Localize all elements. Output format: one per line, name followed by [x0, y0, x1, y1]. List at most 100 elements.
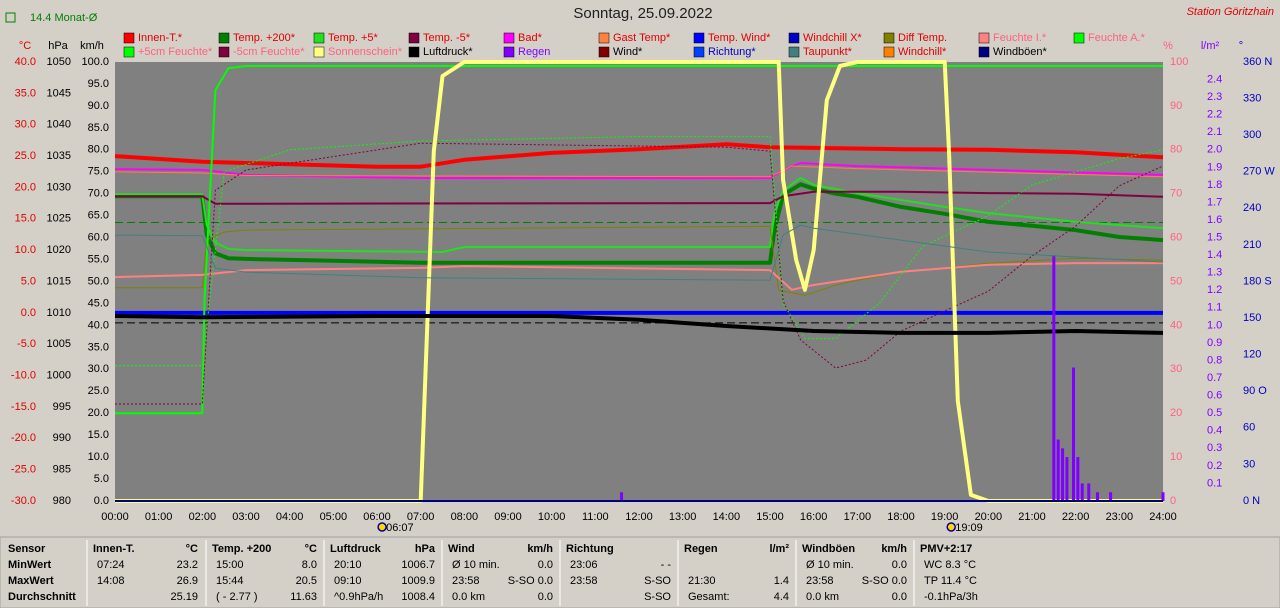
y-tick-label: 65.0 — [88, 210, 109, 222]
axis-unit: ° — [1239, 40, 1243, 52]
legend-label: Temp. Wind* — [708, 32, 771, 44]
summary-value: 0.0 — [892, 591, 907, 603]
y-tick-label: 70.0 — [88, 188, 109, 200]
summary-header: Richtung — [566, 543, 614, 555]
y-tick-label: 10.0 — [15, 244, 36, 256]
series-line — [114, 142, 1164, 169]
x-tick-label: 05:00 — [320, 511, 348, 523]
legend-swatch — [313, 46, 325, 58]
legend-label: Windböen* — [993, 46, 1048, 58]
y-tick-label: 1025 — [47, 213, 71, 225]
y-tick-label: 60 — [1243, 422, 1255, 434]
x-tick-label: 24:00 — [1149, 511, 1177, 523]
y-tick-label: 270 W — [1243, 166, 1275, 178]
summary-cell: -0.1hPa/3h — [924, 591, 978, 603]
summary-value: S-SO — [644, 591, 671, 603]
y-tick-label: 0.6 — [1207, 390, 1222, 402]
y-tick-label: 1.5 — [1207, 232, 1222, 244]
series-line — [114, 314, 1164, 335]
y-tick-label: 1.4 — [1207, 249, 1222, 261]
y-tick-label: 20.0 — [88, 407, 109, 419]
y-tick-label: 0.8 — [1207, 354, 1222, 366]
summary-header: Luftdruck — [330, 543, 382, 555]
summary-value: - - — [661, 559, 672, 571]
legend-swatch — [408, 46, 420, 58]
x-tick-label: 19:00 — [931, 511, 959, 523]
summary-cell: 21:30 — [688, 575, 716, 587]
y-tick-label: 15.0 — [15, 213, 36, 225]
y-tick-label: 0.2 — [1207, 460, 1222, 472]
y-tick-label: 30.0 — [15, 119, 36, 131]
x-tick-label: 01:00 — [145, 511, 173, 523]
legend-label: Temp. -5* — [423, 32, 471, 44]
y-tick-label: 5.0 — [21, 275, 36, 287]
y-tick-label: 0 — [1170, 495, 1176, 507]
summary-unit: km/h — [881, 543, 907, 555]
y-tick-label: 100 — [1170, 56, 1188, 68]
summary-header: Windböen — [802, 543, 855, 555]
summary-header: PMV+2:17 — [920, 543, 972, 555]
summary-row-label: Sensor — [8, 543, 46, 555]
y-tick-label: 1.7 — [1207, 196, 1222, 208]
y-tick-label: 100.0 — [81, 56, 109, 68]
summary-cell: 0.0 km — [806, 591, 839, 603]
y-tick-label: 980 — [53, 495, 71, 507]
sun-icon — [946, 522, 956, 532]
y-tick-label: 80 — [1170, 144, 1182, 156]
y-tick-label: 1.3 — [1207, 267, 1222, 279]
x-tick-label: 15:00 — [756, 511, 784, 523]
y-tick-label: 35.0 — [15, 87, 36, 99]
sun-time: 06:07 — [386, 522, 414, 534]
summary-value: 23.2 — [177, 559, 198, 571]
summary-cell: 15:00 — [216, 559, 244, 571]
y-tick-label: 990 — [53, 432, 71, 444]
summary-cell: 15:44 — [216, 575, 244, 587]
axis-unit: l/m² — [1201, 40, 1220, 52]
y-tick-label: -30.0 — [11, 495, 36, 507]
summary-unit: hPa — [415, 543, 436, 555]
series-line — [115, 136, 1164, 367]
summary-value: 0.0 — [538, 559, 553, 571]
legend-swatch — [693, 46, 705, 58]
x-tick-label: 23:00 — [1106, 511, 1134, 523]
legend-swatch — [598, 46, 610, 58]
y-tick-label: -25.0 — [11, 464, 36, 476]
x-tick-label: 22:00 — [1062, 511, 1090, 523]
legend-swatch — [123, 32, 135, 44]
y-tick-label: 1010 — [47, 307, 71, 319]
summary-header: Temp. +200 — [212, 543, 271, 555]
legend-label: Richtung* — [708, 46, 756, 58]
legend-label: Regen — [518, 46, 550, 58]
legend-label: Feuchte A.* — [1088, 32, 1146, 44]
legend-swatch — [503, 32, 515, 44]
y-tick-label: 40.0 — [15, 56, 36, 68]
y-tick-label: 0.5 — [1207, 407, 1222, 419]
y-tick-label: 360 N — [1243, 56, 1272, 68]
legend-swatch — [313, 32, 325, 44]
summary-cell: 23:06 — [570, 559, 598, 571]
y-tick-label: 5.0 — [94, 473, 109, 485]
y-tick-label: 2.3 — [1207, 91, 1222, 103]
legend-swatch — [883, 46, 895, 58]
summary-cell: 23:58 — [570, 575, 598, 587]
summary-cell: 23:58 — [806, 575, 834, 587]
y-tick-label: 80.0 — [88, 144, 109, 156]
y-tick-label: 0.4 — [1207, 425, 1222, 437]
y-tick-label: 1.1 — [1207, 302, 1222, 314]
x-tick-label: 07:00 — [407, 511, 435, 523]
series-line — [115, 225, 1164, 296]
y-tick-label: -15.0 — [11, 401, 36, 413]
x-tick-label: 03:00 — [232, 511, 260, 523]
y-tick-label: 40 — [1170, 319, 1182, 331]
summary-value: 26.9 — [177, 575, 198, 587]
summary-panel — [0, 536, 1280, 608]
sun-time: 19:09 — [955, 522, 983, 534]
y-tick-label: 20 — [1170, 407, 1182, 419]
x-tick-label: 14:00 — [713, 511, 741, 523]
legend-label: Windchill* — [898, 46, 947, 58]
y-tick-label: 180 S — [1243, 275, 1272, 287]
summary-row-label: Durchschnitt — [8, 591, 76, 603]
y-tick-label: 75.0 — [88, 166, 109, 178]
reference-swatch — [5, 12, 16, 23]
